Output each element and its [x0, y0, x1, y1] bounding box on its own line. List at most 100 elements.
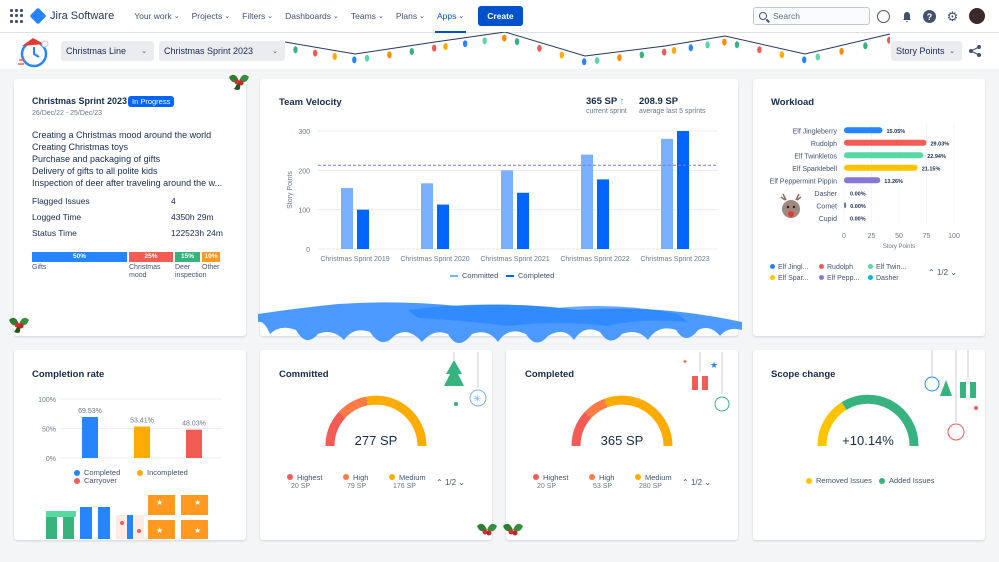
logo-text: Jira Software — [50, 10, 115, 22]
priority-legend-item[interactable]: High 79 SP — [343, 473, 368, 491]
y-tick-label: 200 — [298, 168, 310, 175]
board-select[interactable]: Christmas Line ⌄ — [61, 41, 154, 61]
tree-ornament-decoration: ✳ — [444, 352, 487, 407]
legend-sp: 79 SP — [347, 483, 367, 490]
workload-legend-item[interactable]: Elf Jingl... — [770, 264, 808, 271]
priority-legend-item[interactable]: Highest 20 SP — [533, 473, 568, 491]
data-label: 15.05% — [887, 129, 906, 135]
workload-bar — [844, 202, 847, 209]
data-label: 0.00% — [850, 204, 866, 210]
legend-sp: 20 SP — [291, 483, 311, 490]
legend-dot — [819, 264, 824, 269]
bar-completed — [677, 131, 689, 249]
workload-bar — [844, 152, 924, 159]
share-icon[interactable] — [968, 44, 982, 58]
x-tick-label: Christmas Sprint 2023 — [640, 256, 709, 263]
search-input[interactable]: Search — [753, 7, 870, 25]
stat-label: Status Time — [32, 228, 77, 238]
workload-legend-item[interactable]: Elf Twin... — [868, 264, 906, 271]
workload-legend-item[interactable]: Elf Pepp... — [819, 275, 859, 282]
legend-dot — [589, 474, 595, 480]
legend-committed[interactable]: Committed — [450, 271, 498, 280]
menu-plans[interactable]: Plans ⌄ — [395, 11, 425, 21]
compass-icon[interactable] — [877, 10, 890, 23]
sprint-clock-icon — [18, 38, 49, 68]
menu-filters[interactable]: Filters ⌄ — [242, 11, 274, 21]
sprint-goals: Creating a Christmas mood around the wor… — [32, 129, 222, 189]
sprint-select[interactable]: Christmas Sprint 2023 ⌄ — [159, 41, 285, 61]
legend-dot — [868, 275, 873, 280]
legend-completed[interactable]: Completed — [506, 271, 554, 280]
priority-legend-item[interactable]: High 53 SP — [589, 473, 614, 491]
create-button[interactable]: Create — [478, 6, 523, 26]
workload-legend-item[interactable]: Dasher — [868, 275, 899, 282]
bar-committed — [501, 170, 513, 249]
legend-incompleted[interactable]: Incompleted — [137, 468, 188, 477]
committed-pager[interactable]: ⌃ 1/2 ⌄ — [436, 478, 465, 487]
y-tick-label: Elf Peppermint Pippin — [770, 178, 837, 185]
light-bulb — [662, 48, 667, 56]
legend-sp: 176 SP — [393, 483, 416, 490]
menu-dashboards[interactable]: Dashboards ⌄ — [285, 11, 339, 21]
segment-label: Christmas mood — [129, 264, 161, 279]
gift-boxes-decoration: ★ ★ ★ ★ — [46, 495, 208, 539]
y-tick-label: Cupid — [819, 216, 837, 223]
help-icon[interactable]: ? — [923, 10, 936, 23]
jira-logo[interactable]: Jira Software — [29, 7, 115, 25]
y-tick-label: 0% — [46, 456, 56, 463]
workload-legend-item[interactable]: Rudolph — [819, 264, 853, 271]
y-tick-label: 100 — [298, 208, 310, 215]
data-label: 0.00% — [850, 191, 866, 197]
svg-text:★: ★ — [156, 526, 163, 535]
gear-icon[interactable]: ⚙ — [946, 8, 959, 24]
snow-decoration — [258, 302, 742, 343]
committed-title: Committed — [279, 369, 329, 380]
sprint-segments: 50% Gifts 25% Christmas mood 15% Deer inspect… — [32, 252, 228, 292]
workload-pager[interactable]: ⌃ 1/2 ⌄ — [928, 268, 957, 277]
light-bulb — [779, 51, 784, 59]
legend-added-issues[interactable]: Added Issues — [879, 476, 934, 485]
avatar[interactable] — [969, 8, 985, 24]
light-bulb — [482, 37, 487, 45]
legend-removed-issues[interactable]: Removed Issues — [806, 476, 872, 485]
legend-dot — [533, 474, 539, 480]
legend-dot — [868, 264, 873, 269]
scope-title: Scope change — [771, 369, 836, 380]
menu-projects[interactable]: Projects ⌄ — [191, 11, 231, 21]
svg-text:✦: ✦ — [682, 358, 688, 366]
completed-pager[interactable]: ⌃ 1/2 ⌄ — [682, 478, 711, 487]
legend-completed-rate[interactable]: Completed — [74, 468, 120, 477]
workload-bar — [844, 127, 883, 134]
priority-legend-item[interactable]: Medium 280 SP — [635, 473, 672, 491]
holly-icon — [229, 74, 249, 90]
legend-sp: 20 SP — [537, 483, 557, 490]
menu-your-work[interactable]: Your work ⌄ — [134, 11, 180, 21]
average-sp: 208.9 SP — [639, 96, 679, 107]
legend-sp: 280 SP — [639, 483, 662, 490]
data-label: 48.03% — [182, 421, 206, 428]
legend-carryover[interactable]: Carryover — [74, 476, 117, 485]
data-label: 69.53% — [78, 408, 102, 415]
measure-select[interactable]: Story Points ⌄ — [891, 41, 962, 61]
light-bulb — [409, 47, 414, 55]
menu-teams[interactable]: Teams ⌄ — [350, 11, 384, 21]
priority-legend-item[interactable]: Highest 20 SP — [287, 473, 322, 491]
light-bulb — [802, 56, 807, 64]
bar-committed — [581, 154, 593, 249]
data-label: 21.15% — [922, 166, 941, 172]
completion-chart: 0% 50% 100% 69.53% 53.41% 48.03% — [38, 397, 222, 463]
light-bulb — [863, 42, 868, 50]
segment-bar: 25% — [129, 252, 173, 262]
priority-legend-item[interactable]: Medium 176 SP — [389, 473, 426, 491]
sprint-card — [14, 79, 246, 336]
app-switcher-icon[interactable] — [10, 9, 24, 23]
menu-apps[interactable]: Apps ⌄ — [431, 0, 470, 33]
sprint-stats: Flagged Issues 4 Logged Time 4350h 29m Statu… — [32, 196, 232, 244]
committed-value: 277 SP — [354, 433, 398, 448]
stat-row: Logged Time 4350h 29m — [32, 212, 232, 228]
main-menu: Your work ⌄ Projects ⌄ Filters ⌄ Dashboards… — [128, 0, 470, 33]
legend-dot — [819, 275, 824, 280]
light-bulb — [839, 47, 844, 55]
notification-icon[interactable] — [900, 10, 913, 23]
workload-legend-item[interactable]: Elf Spar... — [770, 275, 808, 282]
